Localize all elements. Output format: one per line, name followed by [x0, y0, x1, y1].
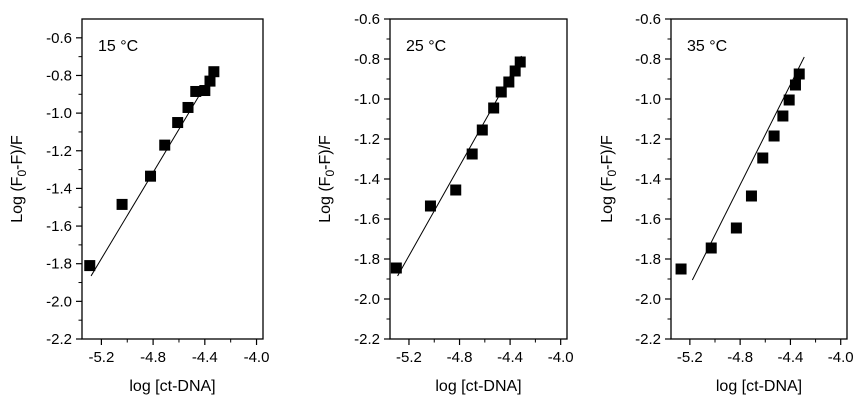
data-point	[145, 170, 157, 182]
data-point	[199, 85, 211, 97]
data-point	[190, 85, 202, 97]
data-point	[705, 242, 717, 254]
y-axis-title-part: -F)/F	[9, 135, 26, 170]
y-axis-title: Log (F0-F)/F	[317, 135, 337, 223]
y-tick-label: -1.0	[354, 91, 380, 108]
y-axis-title: Log (F0-F)/F	[9, 135, 29, 223]
y-axis-title-subscript: 0	[605, 170, 619, 177]
x-tick-label: -4.4	[192, 349, 218, 366]
x-tick-label: -4.0	[548, 349, 574, 366]
plot-frame	[81, 18, 264, 340]
y-tick-label: -1.4	[635, 171, 661, 188]
x-axis-title: log [ct-DNA]	[716, 378, 802, 395]
data-point	[793, 68, 805, 80]
y-axis-title-part: Log (F	[9, 176, 26, 222]
data-point	[768, 130, 780, 142]
data-point	[488, 102, 500, 114]
data-point	[789, 79, 801, 91]
y-axis-title-part: Log (F	[317, 176, 334, 222]
data-point	[495, 86, 507, 98]
y-tick-label: -1.6	[635, 211, 661, 228]
temperature-label: 25 °C	[406, 38, 446, 55]
y-tick-label: -1.0	[46, 105, 72, 122]
data-point	[783, 94, 795, 106]
y-tick-label: -2.0	[354, 291, 380, 308]
data-point	[208, 66, 220, 78]
y-tick-label: -1.4	[354, 171, 380, 188]
x-tick-label: -5.2	[396, 349, 422, 366]
y-tick-label: -1.2	[46, 143, 72, 160]
x-tick-label: -4.0	[828, 349, 853, 366]
y-tick-label: -0.8	[46, 67, 72, 84]
y-tick-label: -2.0	[635, 291, 661, 308]
data-point	[509, 65, 521, 77]
data-point	[757, 152, 769, 164]
y-tick-label: -1.8	[635, 251, 661, 268]
x-axis-title: log [ct-DNA]	[435, 378, 521, 395]
x-axis-title: log [ct-DNA]	[129, 378, 215, 395]
y-tick-label: -1.0	[635, 91, 661, 108]
x-tick-label: -4.8	[140, 349, 166, 366]
data-point	[503, 76, 515, 88]
data-point	[730, 222, 742, 234]
y-tick-label: -1.2	[354, 131, 380, 148]
data-point	[675, 263, 687, 275]
data-point	[514, 56, 526, 68]
data-point	[745, 190, 757, 202]
data-point	[204, 75, 216, 87]
data-point	[777, 110, 789, 122]
y-tick-label: -2.2	[354, 331, 380, 348]
y-tick-label: -1.8	[354, 251, 380, 268]
data-point	[172, 117, 184, 129]
y-tick-label: -1.8	[46, 256, 72, 273]
data-point	[159, 139, 171, 151]
x-tick-label: -4.4	[777, 349, 803, 366]
data-point	[182, 101, 194, 113]
temperature-label: 35 °C	[687, 38, 727, 55]
data-point	[450, 184, 462, 196]
data-point	[84, 260, 96, 272]
y-tick-label: -2.0	[46, 293, 72, 310]
x-tick-label: -4.8	[447, 349, 473, 366]
y-tick-label: -1.6	[354, 211, 380, 228]
chart-panel-3: -5.2 -4.8 -4.4 -4.0 -2.2 -2.0 -1.8 -1.6 -1.4 -1.2…	[599, 11, 853, 395]
y-tick-label: -1.6	[46, 218, 72, 235]
y-axis-title-subscript: 0	[15, 170, 29, 177]
chart-panel-1: -5.2 -4.8 -4.4 -4.0 -2.2 -2.0 -1.8 -1.6 -1.4 -1.2…	[9, 18, 270, 395]
y-tick-label: -2.2	[635, 331, 661, 348]
y-tick-label: -1.2	[635, 131, 661, 148]
x-tick-label: -4.0	[244, 349, 270, 366]
x-tick-label: -4.4	[497, 349, 523, 366]
data-point	[390, 262, 402, 274]
y-tick-label: -2.2	[46, 331, 72, 348]
y-axis-title: Log (F0-F)/F	[599, 135, 619, 223]
data-point	[476, 124, 488, 136]
data-point	[424, 200, 436, 212]
y-tick-label: -0.8	[354, 51, 380, 68]
x-tick-label: -5.2	[88, 349, 114, 366]
y-axis-title-part: Log (F	[599, 176, 616, 222]
x-tick-label: -5.2	[677, 349, 703, 366]
y-tick-label: -0.8	[635, 51, 661, 68]
y-tick-label: -0.6	[635, 11, 661, 28]
y-tick-label: -0.6	[354, 11, 380, 28]
y-tick-label: -1.4	[46, 180, 72, 197]
chart-panel-2: -5.2 -4.8 -4.4 -4.0 -2.2 -2.0 -1.8 -1.6 -1.4 -1.2…	[317, 11, 574, 395]
y-axis-title-subscript: 0	[323, 170, 337, 177]
plot-frame	[389, 18, 568, 340]
data-point	[116, 198, 128, 210]
y-axis-title-part: -F)/F	[599, 135, 616, 170]
x-tick-label: -4.8	[727, 349, 753, 366]
y-axis-title-part: -F)/F	[317, 135, 334, 170]
y-tick-label: -0.6	[46, 30, 72, 47]
temperature-label: 15 °C	[98, 38, 138, 55]
data-point	[466, 148, 478, 160]
plot-frame	[670, 18, 848, 340]
